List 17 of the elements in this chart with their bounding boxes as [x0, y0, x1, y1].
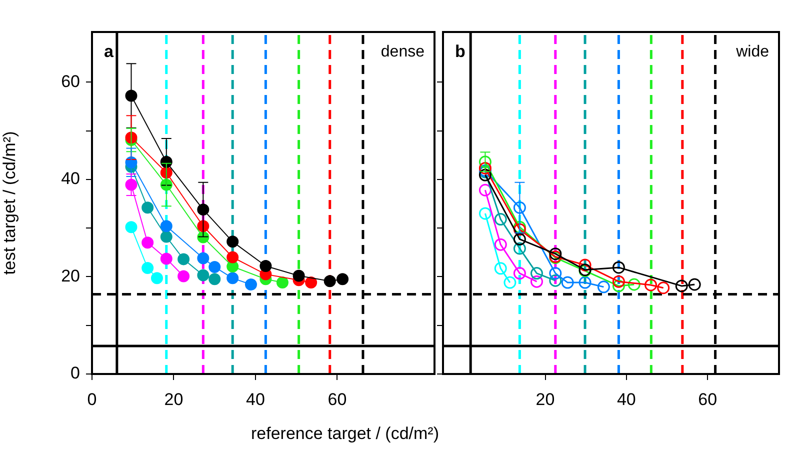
y-axis-title: test target / (cd/m²)	[0, 131, 19, 275]
y-tick-label: 20	[61, 266, 80, 286]
x-tick-label: 40	[246, 390, 265, 409]
x-axis-title: reference target / (cd/m²)	[250, 424, 440, 444]
y-tick-label: 60	[61, 72, 80, 91]
x-tick-label: 20	[536, 390, 555, 409]
annotation: dense	[380, 43, 425, 60]
y-tick-label: 0	[70, 364, 80, 383]
annotation: b	[455, 42, 466, 62]
annotation: a	[104, 42, 114, 62]
x-tick-label: 0	[87, 390, 97, 409]
x-tick-label: 20	[164, 390, 184, 409]
y-tick-label: 40	[61, 169, 80, 188]
x-tick-label: 40	[616, 390, 636, 409]
annotation: wide	[735, 43, 770, 60]
x-tick-label: 60	[698, 390, 718, 409]
x-tick-label: 60	[328, 390, 347, 409]
